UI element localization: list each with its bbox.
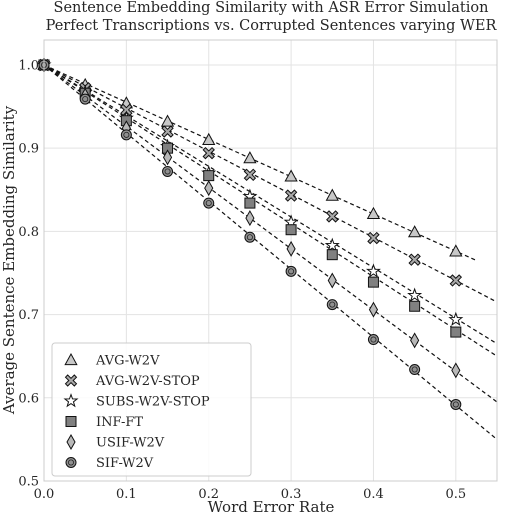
y-tick-label: 0.6 xyxy=(18,391,39,406)
data-point xyxy=(203,170,215,182)
legend-marker-subs-w2v-stop xyxy=(63,393,79,408)
data-point xyxy=(325,188,339,201)
data-point xyxy=(410,332,420,349)
data-point xyxy=(326,249,338,261)
data-point xyxy=(162,165,174,177)
x-tick-label: 0.4 xyxy=(363,487,384,502)
data-point xyxy=(203,197,215,209)
y-tick-label: 0.8 xyxy=(18,225,39,240)
data-point xyxy=(327,272,337,289)
data-point xyxy=(407,225,422,238)
legend-label: USIF-W2V xyxy=(96,436,165,451)
data-point xyxy=(409,364,421,376)
x-axis-label: Word Error Rate xyxy=(208,498,335,514)
legend-marker-avg-w2v xyxy=(64,352,78,366)
legend-box xyxy=(51,342,252,477)
x-tick-label: 0.3 xyxy=(281,487,302,502)
x-tick-label: 0.1 xyxy=(116,487,137,502)
data-point xyxy=(160,114,175,127)
data-point xyxy=(285,265,297,277)
data-markers xyxy=(36,56,464,410)
legend-label: AVG-W2V xyxy=(95,354,160,369)
fit-line-avg-w2v-stop xyxy=(43,64,498,303)
fit-line-usif-w2v xyxy=(43,64,498,403)
series-sif-w2v xyxy=(38,59,462,410)
data-point xyxy=(450,326,462,338)
data-point xyxy=(284,189,298,202)
fit-line-subs-w2v-stop xyxy=(43,64,498,345)
data-point xyxy=(245,210,255,227)
data-point xyxy=(367,276,379,288)
legend-label: INF-FT xyxy=(96,415,143,430)
data-point xyxy=(409,300,421,312)
data-point xyxy=(284,169,298,182)
data-point xyxy=(448,311,464,326)
data-point xyxy=(366,206,381,220)
data-point xyxy=(79,93,91,105)
data-point xyxy=(286,240,296,257)
y-axis-label: Average Sentence Embedding Similarity xyxy=(0,105,18,415)
plot-frame xyxy=(43,39,498,482)
legend-marker-inf-ft xyxy=(65,416,77,427)
data-point xyxy=(244,197,256,209)
data-point xyxy=(450,398,462,410)
y-tick-label: 1.0 xyxy=(18,58,39,73)
data-point xyxy=(451,362,461,379)
legend-marker-usif-w2v xyxy=(66,433,76,451)
data-point xyxy=(244,231,256,243)
data-point xyxy=(407,287,423,302)
data-point xyxy=(285,224,297,236)
legend-label: AVG-W2V-STOP xyxy=(95,374,200,389)
chart-title-line-2: Perfect Transcriptions vs. Corrupted Sen… xyxy=(46,18,498,34)
x-tick-label: 0.2 xyxy=(198,487,219,502)
data-point xyxy=(408,253,421,266)
legend-label: SUBS-W2V-STOP xyxy=(96,395,210,410)
chart-title-line-1: Sentence Embedding Similarity with ASR E… xyxy=(54,0,489,16)
y-tick-label: 0.7 xyxy=(18,308,39,323)
y-tick-label: 0.5 xyxy=(18,475,39,490)
x-tick-label: 0.5 xyxy=(445,487,466,502)
data-point xyxy=(368,301,379,318)
legend-label: SIF-W2V xyxy=(96,456,154,471)
fit-lines xyxy=(43,64,498,440)
data-point xyxy=(326,299,338,311)
data-point xyxy=(367,231,380,245)
data-point xyxy=(367,334,379,346)
y-tick-label: 0.9 xyxy=(18,142,39,157)
legend-marker-sif-w2v xyxy=(65,457,77,468)
data-point xyxy=(243,168,257,182)
data-point xyxy=(449,274,463,287)
data-point xyxy=(202,146,215,160)
data-point xyxy=(162,149,173,166)
data-point xyxy=(202,132,216,145)
data-point xyxy=(161,125,174,138)
data-point xyxy=(365,263,381,278)
data-point xyxy=(204,180,214,197)
x-tick-label: 0.0 xyxy=(34,487,55,502)
data-point xyxy=(324,237,340,252)
data-point xyxy=(243,151,257,164)
fit-line-inf-ft xyxy=(43,64,498,357)
tick-labels: 0.0 0.1 0.2 0.3 0.4 0.5 0.5 0.6 0.7 0.8 0.9 1.0 xyxy=(18,58,466,502)
data-point xyxy=(326,210,339,223)
fit-line-avg-w2v xyxy=(43,64,477,262)
legend: AVG-W2V AVG-W2V-STOP SUBS-W2V-STOP INF-FT US… xyxy=(51,342,252,477)
legend-marker-avg-w2v-stop xyxy=(64,374,78,387)
data-point xyxy=(120,129,132,141)
data-point xyxy=(449,244,463,257)
